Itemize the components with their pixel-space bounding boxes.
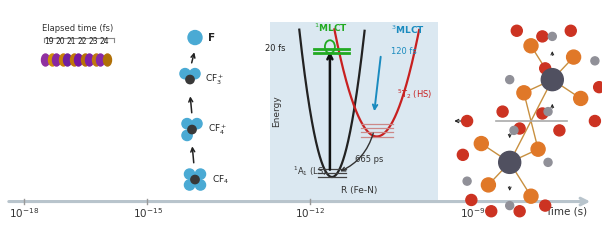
- Ellipse shape: [541, 69, 563, 91]
- Ellipse shape: [574, 91, 588, 106]
- Ellipse shape: [482, 178, 495, 192]
- Text: $^1$A$_1$ (LS): $^1$A$_1$ (LS): [293, 164, 327, 178]
- Ellipse shape: [537, 108, 548, 119]
- Ellipse shape: [544, 108, 552, 116]
- Ellipse shape: [589, 116, 600, 127]
- Text: 21: 21: [66, 38, 76, 47]
- Ellipse shape: [75, 54, 82, 66]
- Text: F: F: [208, 33, 215, 43]
- Ellipse shape: [498, 151, 521, 173]
- Ellipse shape: [594, 82, 602, 93]
- Ellipse shape: [190, 69, 200, 79]
- Ellipse shape: [544, 158, 552, 166]
- Ellipse shape: [591, 57, 599, 65]
- Ellipse shape: [180, 69, 190, 79]
- Ellipse shape: [49, 54, 57, 66]
- Ellipse shape: [466, 195, 477, 206]
- Ellipse shape: [531, 142, 545, 156]
- Text: R (Fe-N): R (Fe-N): [341, 186, 377, 195]
- Ellipse shape: [510, 126, 518, 134]
- Text: CF$_3^+$: CF$_3^+$: [205, 72, 225, 87]
- Ellipse shape: [540, 200, 551, 211]
- Ellipse shape: [186, 75, 194, 84]
- Ellipse shape: [511, 25, 523, 36]
- Text: 20 fs: 20 fs: [265, 44, 285, 53]
- Ellipse shape: [184, 180, 194, 190]
- Text: $^3$MLCT: $^3$MLCT: [391, 24, 424, 36]
- Ellipse shape: [63, 54, 72, 66]
- Text: 24: 24: [99, 38, 109, 47]
- Text: $^1$MLCT: $^1$MLCT: [314, 22, 348, 34]
- Ellipse shape: [188, 125, 196, 134]
- Text: $10^{-9}$: $10^{-9}$: [460, 206, 485, 220]
- Text: $10^{-18}$: $10^{-18}$: [9, 206, 39, 220]
- Ellipse shape: [506, 76, 514, 84]
- Ellipse shape: [195, 169, 205, 179]
- Text: $^5$T$_2$ (HS): $^5$T$_2$ (HS): [397, 88, 433, 101]
- Text: 23: 23: [88, 38, 98, 47]
- Ellipse shape: [565, 25, 576, 36]
- Ellipse shape: [517, 86, 531, 100]
- Ellipse shape: [81, 54, 90, 66]
- Ellipse shape: [514, 206, 525, 217]
- Text: $10^{-15}$: $10^{-15}$: [132, 206, 163, 220]
- Ellipse shape: [506, 202, 514, 210]
- Text: Elapsed time (fs): Elapsed time (fs): [42, 24, 114, 33]
- Text: $10^{-12}$: $10^{-12}$: [295, 206, 325, 220]
- Ellipse shape: [191, 175, 199, 184]
- Text: 120 fs: 120 fs: [391, 47, 417, 55]
- Text: Time (s): Time (s): [545, 206, 587, 216]
- Ellipse shape: [104, 54, 111, 66]
- Ellipse shape: [192, 119, 202, 129]
- Ellipse shape: [182, 130, 192, 140]
- Ellipse shape: [70, 54, 78, 66]
- Ellipse shape: [458, 149, 468, 160]
- Ellipse shape: [566, 50, 580, 64]
- Ellipse shape: [524, 189, 538, 203]
- Ellipse shape: [60, 54, 67, 66]
- Ellipse shape: [93, 54, 101, 66]
- Ellipse shape: [548, 32, 556, 40]
- Ellipse shape: [188, 31, 202, 45]
- Ellipse shape: [42, 54, 49, 66]
- Text: CF$_4$: CF$_4$: [212, 173, 229, 186]
- Ellipse shape: [182, 119, 192, 129]
- Ellipse shape: [96, 54, 105, 66]
- Ellipse shape: [52, 54, 60, 66]
- Text: 22: 22: [77, 38, 87, 47]
- Ellipse shape: [524, 39, 538, 53]
- Ellipse shape: [463, 177, 471, 185]
- Ellipse shape: [514, 123, 525, 134]
- Bar: [270, 22, 438, 200]
- Ellipse shape: [537, 31, 548, 42]
- Ellipse shape: [474, 137, 488, 151]
- Ellipse shape: [184, 169, 194, 179]
- Ellipse shape: [540, 63, 551, 74]
- Ellipse shape: [462, 116, 473, 127]
- Ellipse shape: [195, 180, 205, 190]
- Text: 20: 20: [55, 38, 65, 47]
- Text: 665 ps: 665 ps: [355, 154, 383, 164]
- Ellipse shape: [497, 106, 508, 117]
- Ellipse shape: [486, 206, 497, 217]
- Ellipse shape: [554, 125, 565, 136]
- Text: 19: 19: [44, 38, 54, 47]
- Text: CF$_4^+$: CF$_4^+$: [208, 122, 228, 137]
- Text: Energy: Energy: [273, 95, 282, 127]
- Ellipse shape: [85, 54, 93, 66]
